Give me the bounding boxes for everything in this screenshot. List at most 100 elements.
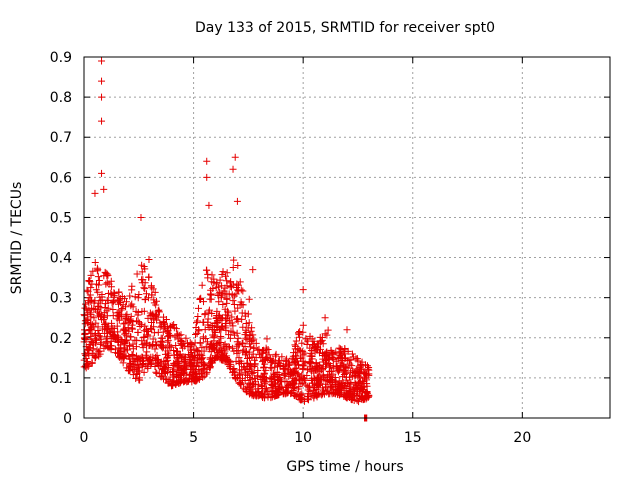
data-point: [223, 315, 231, 323]
data-point: [356, 386, 364, 394]
data-point: [156, 360, 164, 368]
data-point: [180, 366, 188, 374]
data-point: [294, 370, 302, 378]
data-point: [239, 323, 247, 331]
data-point: [174, 348, 182, 356]
data-point: [249, 350, 257, 358]
data-point: [284, 367, 292, 375]
data-point: [247, 343, 255, 351]
data-point: [98, 311, 106, 319]
data-point: [95, 303, 103, 311]
data-point: [103, 333, 111, 341]
data-point: [128, 300, 136, 308]
data-point: [213, 314, 221, 322]
data-point: [129, 318, 137, 326]
data-point: [221, 290, 229, 298]
data-point: [280, 389, 288, 397]
data-point: [218, 270, 226, 278]
data-point: [295, 385, 303, 393]
data-point: [308, 335, 316, 343]
data-point: [186, 356, 194, 364]
data-point: [357, 362, 365, 370]
data-point: [323, 348, 331, 356]
data-point: [321, 314, 329, 322]
data-point: [350, 393, 358, 401]
data-point: [182, 376, 190, 384]
data-point: [254, 346, 262, 354]
data-point: [112, 349, 120, 357]
data-point: [230, 347, 238, 355]
data-point: [276, 373, 284, 381]
data-point: [262, 375, 270, 383]
data-point: [170, 351, 178, 359]
data-point: [95, 277, 103, 285]
data-point: [117, 355, 125, 363]
data-point: [160, 323, 168, 331]
data-point: [204, 270, 212, 278]
data-point: [285, 359, 293, 367]
data-point: [206, 364, 214, 372]
data-point: [135, 290, 143, 298]
data-point: [279, 388, 287, 396]
data-point: [158, 372, 166, 380]
data-point: [299, 286, 307, 294]
data-point: [133, 270, 141, 278]
data-point: [104, 289, 112, 297]
data-point: [127, 333, 135, 341]
data-point: [164, 333, 172, 341]
data-point: [299, 351, 307, 359]
y-tick-label: 0.4: [50, 251, 72, 267]
data-point: [224, 355, 232, 363]
data-point: [104, 296, 112, 304]
data-point: [171, 333, 179, 341]
data-point: [225, 357, 233, 365]
data-point: [109, 298, 117, 306]
data-point: [143, 354, 151, 362]
data-point: [207, 286, 215, 294]
data-point: [251, 378, 259, 386]
data-point: [168, 380, 176, 388]
data-point: [333, 363, 341, 371]
data-point: [95, 329, 103, 337]
data-point: [244, 360, 252, 368]
data-point: [308, 367, 316, 375]
data-point: [109, 324, 117, 332]
data-point: [226, 343, 234, 351]
data-point: [98, 169, 106, 177]
data-point: [164, 356, 172, 364]
data-point: [140, 368, 148, 376]
data-point: [159, 317, 167, 325]
data-point: [104, 271, 112, 279]
data-point: [95, 350, 103, 358]
data-point: [88, 296, 96, 304]
data-point: [242, 320, 250, 328]
data-point: [276, 361, 284, 369]
data-point: [295, 346, 303, 354]
data-point: [250, 356, 258, 364]
data-point: [83, 286, 91, 294]
data-point: [194, 312, 202, 320]
data-point: [209, 331, 217, 339]
data-point: [347, 394, 355, 402]
data-point: [242, 328, 250, 336]
data-point: [219, 314, 227, 322]
data-point: [354, 372, 362, 380]
data-point: [235, 379, 243, 387]
data-point: [272, 350, 280, 358]
data-point: [159, 328, 167, 336]
data-point: [299, 374, 307, 382]
data-point: [126, 292, 134, 300]
data-point: [193, 370, 201, 378]
data-point: [150, 316, 158, 324]
data-point: [290, 356, 298, 364]
data-point: [157, 334, 165, 342]
data-point: [151, 345, 159, 353]
data-point: [164, 361, 172, 369]
data-point: [205, 324, 213, 332]
y-tick-label: 0.7: [50, 130, 72, 146]
data-point: [313, 391, 321, 399]
data-point: [360, 382, 368, 390]
data-point: [259, 356, 267, 364]
data-point: [208, 271, 216, 279]
data-point: [108, 325, 116, 333]
